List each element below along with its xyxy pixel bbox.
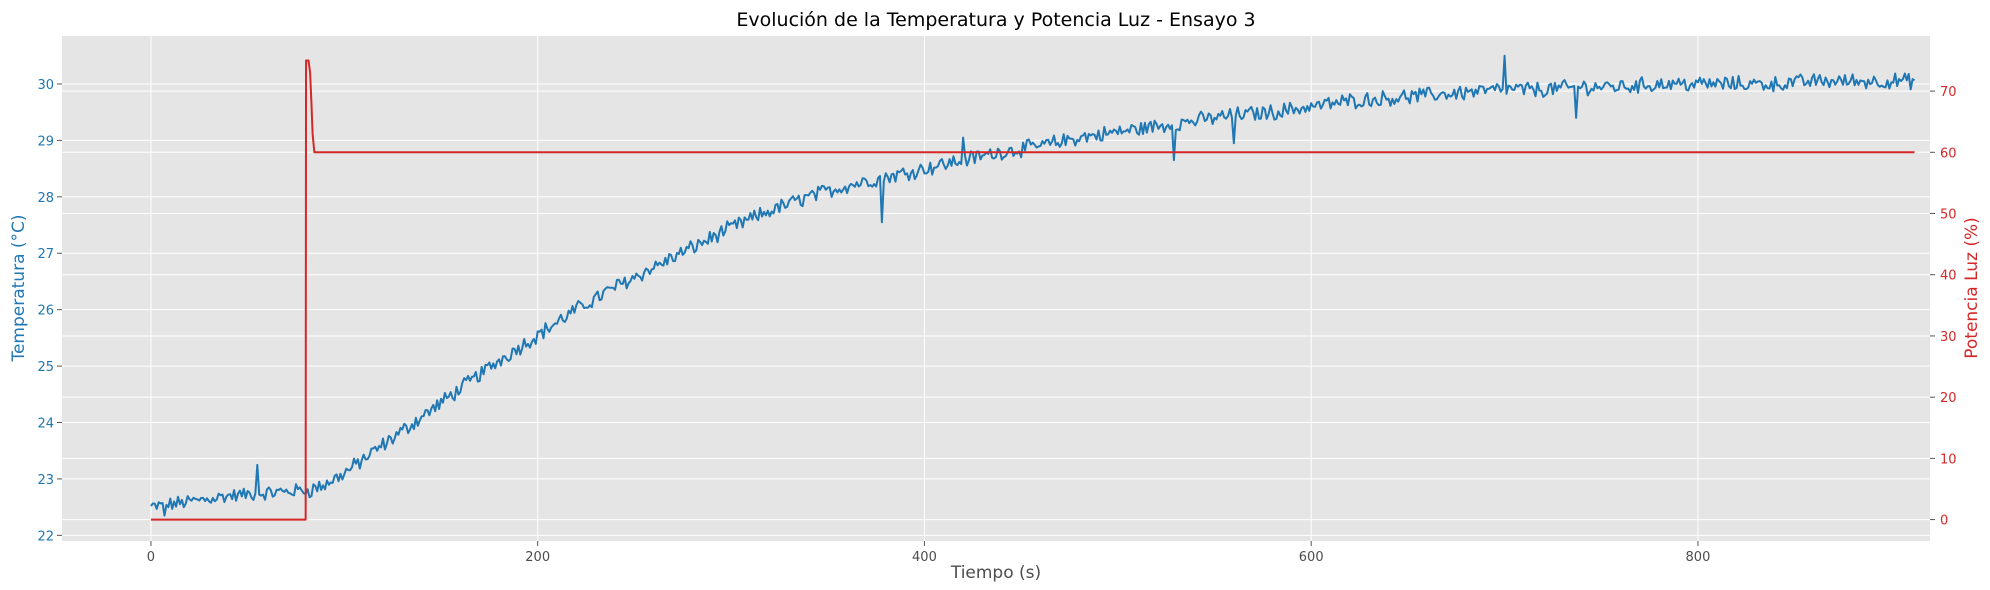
y-axis-right-label: Potencia Luz (%) [1962,217,1982,359]
y-left-tick-label: 26 [37,304,54,319]
y-left-tick-label: 29 [37,134,54,149]
x-tick-label: 0 [147,550,155,565]
y-left-tick-label: 24 [37,417,54,432]
temperature-series-line [150,54,1916,517]
y-left-tick-label: 27 [37,247,54,262]
y-left-tick-label: 30 [37,78,54,93]
x-tick-label: 600 [1299,550,1324,565]
x-tick-label: 400 [912,550,937,565]
y-left-tick-label: 25 [37,360,54,375]
y-right-tick-label: 40 [1940,269,1957,284]
y-left-tick-label: 22 [37,529,54,544]
x-axis-label: Tiempo (s) [950,563,1041,583]
y-right-tick-label: 30 [1940,330,1957,345]
y-right-tick-label: 60 [1940,146,1957,161]
y-right-tick-label: 10 [1940,452,1957,467]
x-tick-label: 200 [525,550,550,565]
x-tick-label: 800 [1686,550,1711,565]
series-layer [150,54,1916,521]
y-right-tick-label: 20 [1940,391,1957,406]
y-right-tick-label: 70 [1940,85,1957,100]
power-series-line [150,59,1915,521]
y-right-tick-label: 50 [1940,208,1957,223]
y-left-tick-label: 23 [37,473,54,488]
grid-lines [62,36,1930,541]
y-right-tick-label: 0 [1940,514,1948,529]
axis-ticks: 0 200 400 600 800 22 23 24 25 26 27 28 29 30 0 10 20 30 40… [37,78,1956,565]
y-left-tick-label: 28 [37,191,54,206]
plot-area [62,36,1930,541]
y-axis-left-label: Temperatura (°C) [9,214,29,362]
chart-title: Evolución de la Temperatura y Potencia L… [736,9,1255,31]
